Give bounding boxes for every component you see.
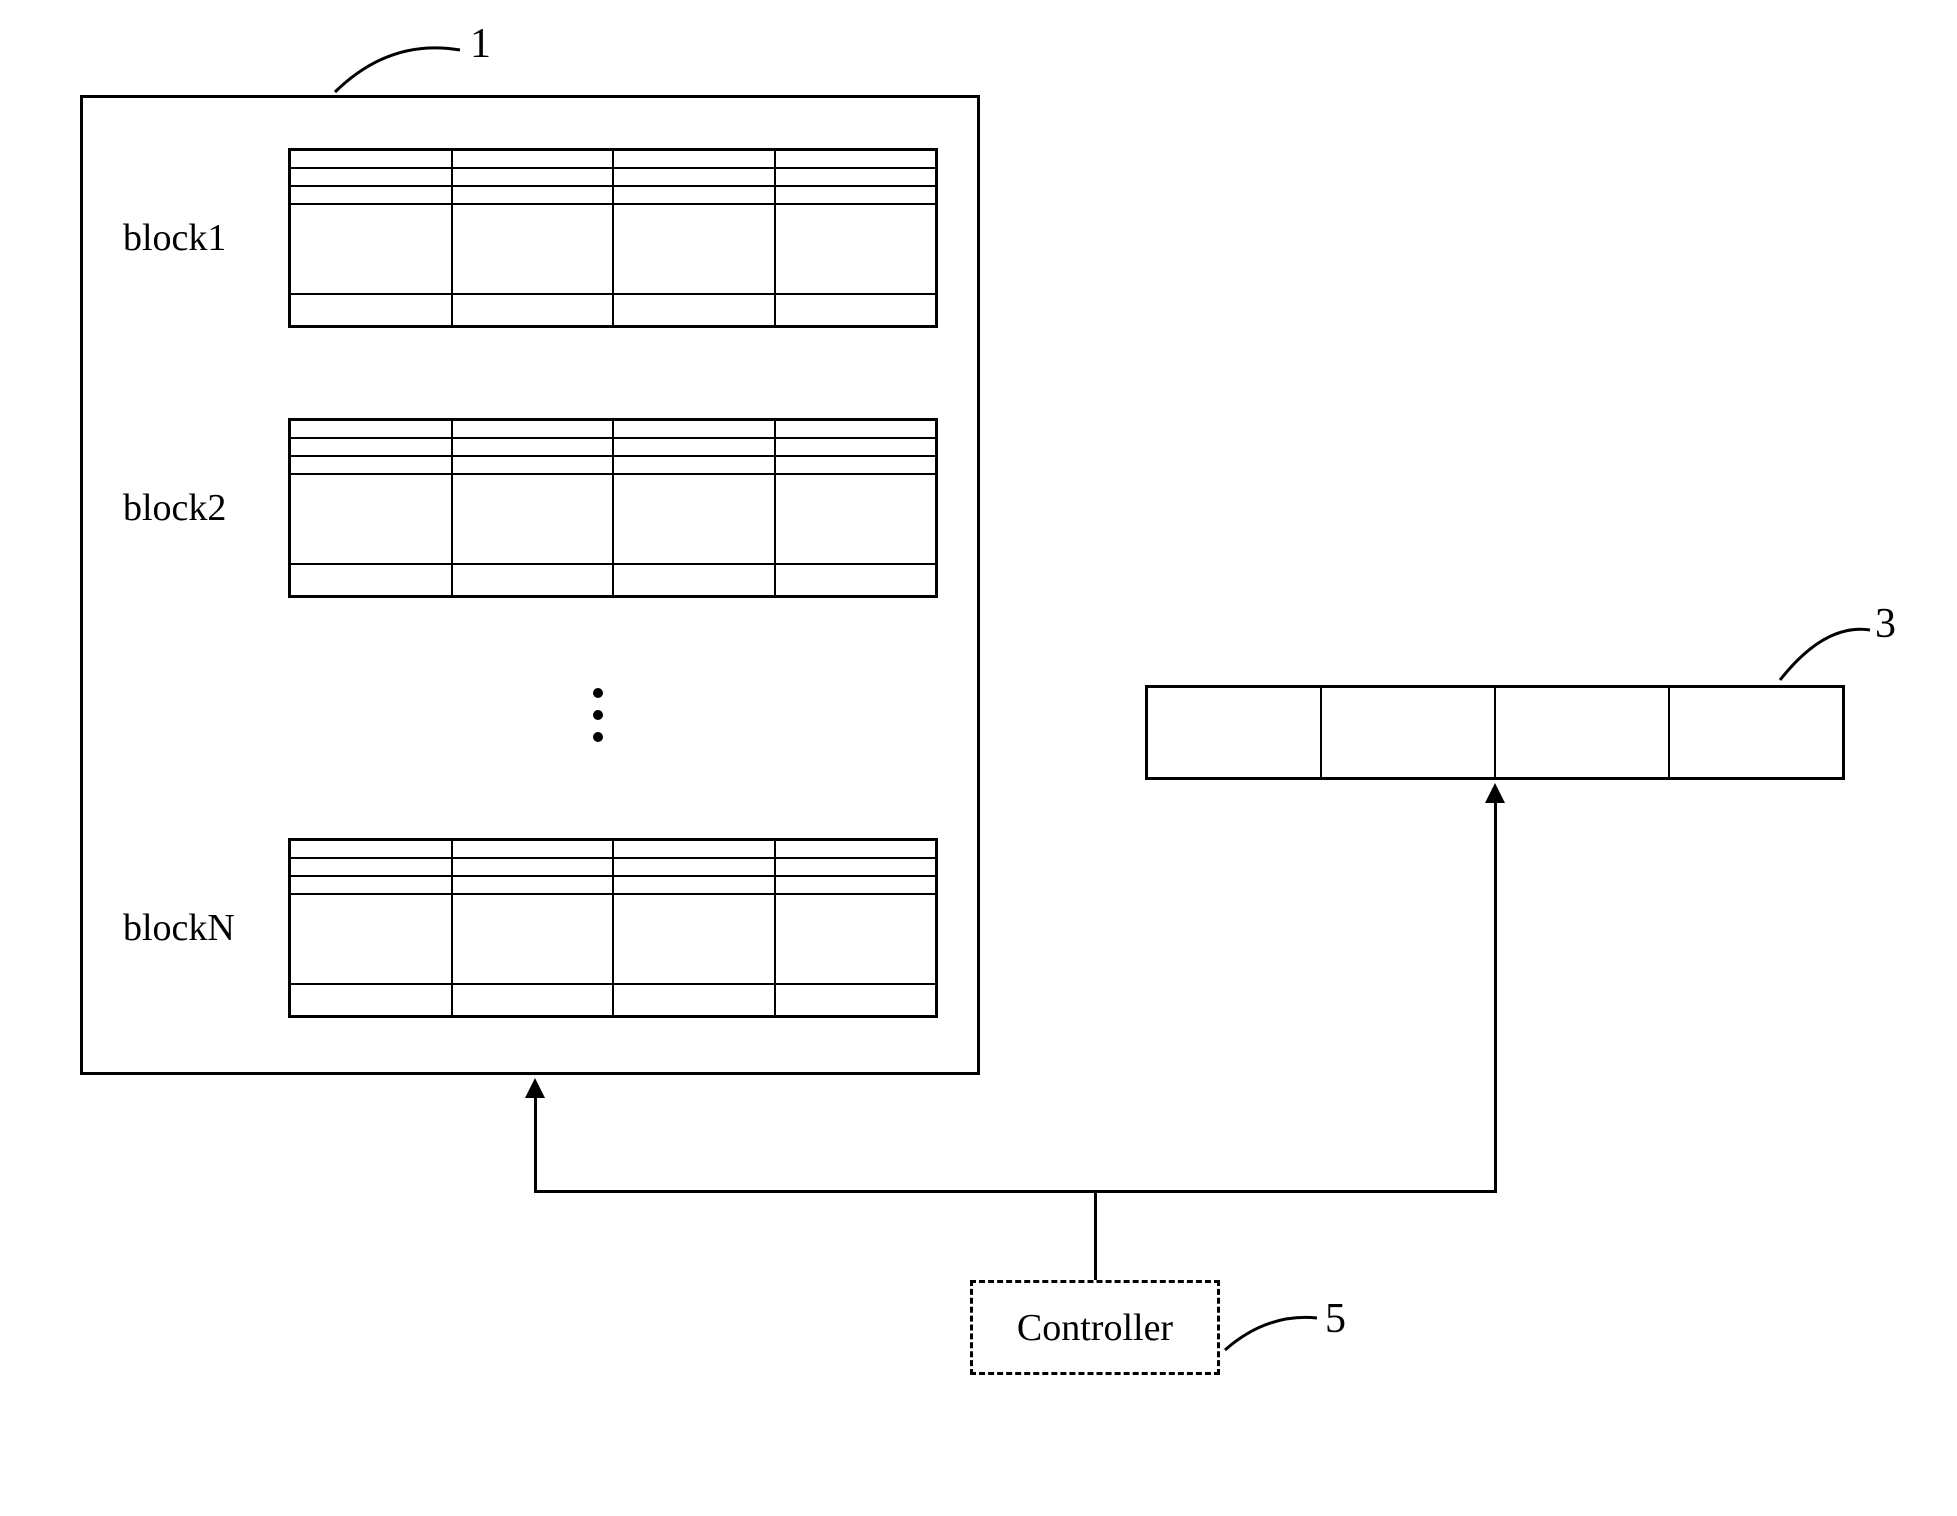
connector-line	[1094, 1190, 1497, 1193]
dot	[593, 732, 603, 742]
callout-curve-5	[1222, 1308, 1322, 1363]
block-row-1: block1	[123, 148, 938, 328]
block-table-1	[288, 148, 938, 328]
connector-line	[1094, 1190, 1097, 1280]
callout-curve-1	[330, 30, 470, 100]
register-cell	[1322, 688, 1496, 777]
callout-curve-3	[1775, 615, 1875, 690]
connector-line	[534, 1095, 537, 1193]
controller-box: Controller	[970, 1280, 1220, 1375]
callout-label-3: 3	[1875, 600, 1896, 648]
register-cell	[1496, 688, 1670, 777]
arrowhead-icon	[1485, 783, 1505, 803]
register-cell	[1670, 688, 1842, 777]
register-row	[1145, 685, 1845, 780]
arrowhead-icon	[525, 1078, 545, 1098]
block-diagram: 1 block1 block2	[0, 0, 1957, 1516]
dot	[593, 688, 603, 698]
ellipsis-dots	[593, 688, 603, 742]
block-table-2	[288, 418, 938, 598]
block-row-2: block2	[123, 418, 938, 598]
connector-line	[534, 1190, 1097, 1193]
dot	[593, 710, 603, 720]
block-label-1: block1	[123, 216, 288, 260]
memory-container: block1 block2	[80, 95, 980, 1075]
block-row-n: blockN	[123, 838, 938, 1018]
register-cell	[1148, 688, 1322, 777]
controller-label: Controller	[1017, 1306, 1173, 1350]
callout-label-1: 1	[470, 20, 491, 68]
connector-line	[1494, 800, 1497, 1193]
block-table-n	[288, 838, 938, 1018]
block-label-2: block2	[123, 486, 288, 530]
block-label-n: blockN	[123, 906, 288, 950]
callout-label-5: 5	[1325, 1295, 1346, 1343]
